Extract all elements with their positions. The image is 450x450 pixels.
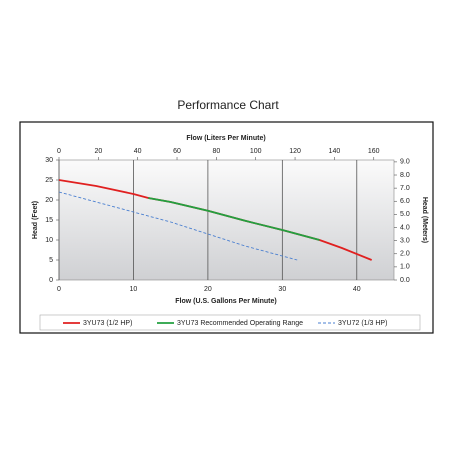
x-tick-label: 30 bbox=[278, 286, 286, 293]
x2-tick-label: 20 bbox=[94, 148, 102, 155]
x2-axis-title: Flow (Liters Per Minute) bbox=[186, 135, 265, 142]
y-axis-title: Head (Feet) bbox=[32, 201, 39, 239]
y-tick-label: 20 bbox=[45, 197, 53, 204]
legend-label: 3YU72 (1/3 HP) bbox=[338, 320, 387, 327]
x2-tick-label: 60 bbox=[173, 148, 181, 155]
y2-tick-label: 1.0 bbox=[400, 264, 410, 271]
y2-tick-label: 0.0 bbox=[400, 277, 410, 284]
x2-tick-label: 140 bbox=[329, 148, 341, 155]
y2-tick-label: 2.0 bbox=[400, 251, 410, 258]
y-tick-label: 15 bbox=[45, 217, 53, 224]
y-tick-label: 10 bbox=[45, 237, 53, 244]
y2-axis-title: Head (Meters) bbox=[421, 197, 428, 243]
y2-tick-label: 4.0 bbox=[400, 224, 410, 231]
series-line bbox=[148, 197, 320, 241]
legend-label: 3YU73 (1/2 HP) bbox=[83, 320, 132, 327]
x2-tick-label: 40 bbox=[134, 148, 142, 155]
plot-area bbox=[58, 159, 395, 281]
y-tick-label: 30 bbox=[45, 157, 53, 164]
y-tick-label: 0 bbox=[49, 277, 53, 284]
legend bbox=[39, 314, 421, 331]
x-tick-label: 40 bbox=[353, 286, 361, 293]
y-tick-label: 5 bbox=[49, 257, 53, 264]
y2-tick-label: 3.0 bbox=[400, 237, 410, 244]
series-line bbox=[58, 191, 298, 261]
y2-tick-label: 5.0 bbox=[400, 211, 410, 218]
y2-tick-label: 8.0 bbox=[400, 172, 410, 179]
x-tick-label: 0 bbox=[57, 286, 61, 293]
legend-label: 3YU73 Recommended Operating Range bbox=[177, 320, 303, 327]
x2-tick-label: 100 bbox=[250, 148, 262, 155]
y2-tick-label: 6.0 bbox=[400, 198, 410, 205]
chart-title: Performance Chart bbox=[177, 98, 279, 112]
x2-tick-label: 120 bbox=[289, 148, 301, 155]
x2-tick-label: 80 bbox=[212, 148, 220, 155]
x2-tick-label: 160 bbox=[368, 148, 380, 155]
x-tick-label: 20 bbox=[204, 286, 212, 293]
x-axis-title: Flow (U.S. Gallons Per Minute) bbox=[175, 298, 277, 305]
x-tick-label: 10 bbox=[130, 286, 138, 293]
y-tick-label: 25 bbox=[45, 177, 53, 184]
y2-tick-label: 7.0 bbox=[400, 185, 410, 192]
x2-tick-label: 0 bbox=[57, 148, 61, 155]
y2-tick-label: 9.0 bbox=[400, 159, 410, 166]
